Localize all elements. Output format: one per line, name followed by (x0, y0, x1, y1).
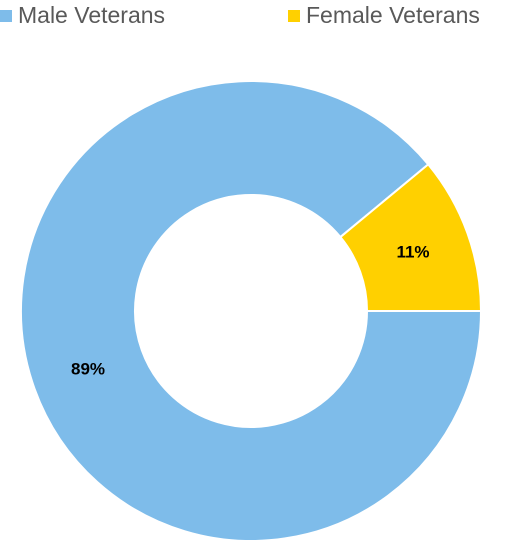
legend-item-female-veterans: Female Veterans (288, 2, 480, 29)
slice-male-veterans (20, 80, 483, 540)
data-label-male-veterans: 89% (71, 359, 105, 378)
data-label-female-veterans: 11% (396, 242, 429, 261)
legend-swatch-female-veterans (288, 9, 300, 22)
legend-label-male-veterans: Male Veterans (18, 2, 166, 28)
legend-swatch-male-veterans (0, 9, 12, 22)
legend-item-male-veterans: Male Veterans (0, 2, 165, 29)
chart-legend: Male Veterans Female Veterans (0, 0, 506, 34)
legend-label-female-veterans: Female Veterans (306, 2, 480, 28)
slice-female-veterans (338, 162, 483, 312)
